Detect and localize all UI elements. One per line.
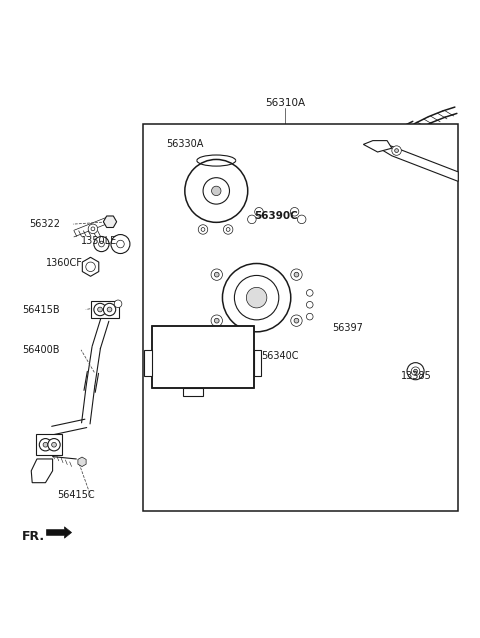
Circle shape [294,318,299,323]
Circle shape [211,315,222,327]
Circle shape [306,290,313,296]
Circle shape [392,146,401,155]
Circle shape [211,269,222,280]
Text: 1360CF: 1360CF [46,258,83,268]
Text: 56415B: 56415B [22,304,60,315]
Circle shape [103,303,116,316]
Polygon shape [83,257,99,276]
Circle shape [117,241,124,248]
Circle shape [223,225,233,234]
Text: 56397: 56397 [333,323,363,334]
Circle shape [290,207,299,216]
Circle shape [94,237,109,251]
Text: 56330A: 56330A [167,140,204,149]
Circle shape [306,301,313,308]
Polygon shape [103,216,117,228]
Text: 13385: 13385 [401,371,432,381]
Circle shape [407,362,424,380]
Polygon shape [47,527,72,538]
Circle shape [52,442,56,447]
Circle shape [234,276,279,320]
Text: 56310A: 56310A [265,98,305,108]
Circle shape [414,369,418,373]
Circle shape [48,438,60,451]
Text: 56340C: 56340C [261,350,299,360]
Circle shape [86,262,96,272]
Circle shape [215,318,219,323]
Polygon shape [245,206,306,231]
Circle shape [94,303,106,316]
Text: 56400B: 56400B [22,345,59,355]
Bar [143,124,458,511]
Circle shape [226,228,230,232]
Circle shape [291,315,302,327]
Polygon shape [214,243,300,343]
Circle shape [222,263,291,332]
Circle shape [294,272,299,277]
Polygon shape [91,301,119,318]
Text: 56415C: 56415C [57,491,95,500]
Text: 56322: 56322 [29,219,60,229]
Circle shape [246,287,267,308]
Circle shape [215,272,219,277]
Polygon shape [195,223,235,258]
Circle shape [212,186,221,196]
Circle shape [255,207,263,216]
Circle shape [203,178,229,204]
Circle shape [43,442,48,447]
Circle shape [111,235,130,253]
Polygon shape [31,459,53,483]
Circle shape [107,307,112,312]
Circle shape [91,227,95,231]
Circle shape [201,228,205,232]
Circle shape [291,269,302,280]
Bar [144,350,152,376]
Bar [183,388,203,396]
Circle shape [306,313,313,320]
Circle shape [248,215,256,224]
Text: FR.: FR. [22,530,45,543]
Bar [152,326,254,388]
Polygon shape [78,457,86,466]
Polygon shape [378,144,458,181]
Circle shape [39,438,52,451]
Text: 56390C: 56390C [254,211,298,221]
Circle shape [198,225,208,234]
Polygon shape [177,147,256,223]
Text: 1350LE: 1350LE [81,235,117,246]
Circle shape [114,300,122,308]
Polygon shape [36,434,62,455]
Circle shape [395,149,398,152]
Circle shape [88,224,97,234]
Circle shape [97,307,102,312]
Circle shape [298,215,306,224]
Polygon shape [363,140,392,152]
Bar [254,350,261,376]
Bar [152,326,254,388]
Circle shape [185,160,248,223]
Circle shape [411,367,420,375]
Circle shape [98,241,104,247]
